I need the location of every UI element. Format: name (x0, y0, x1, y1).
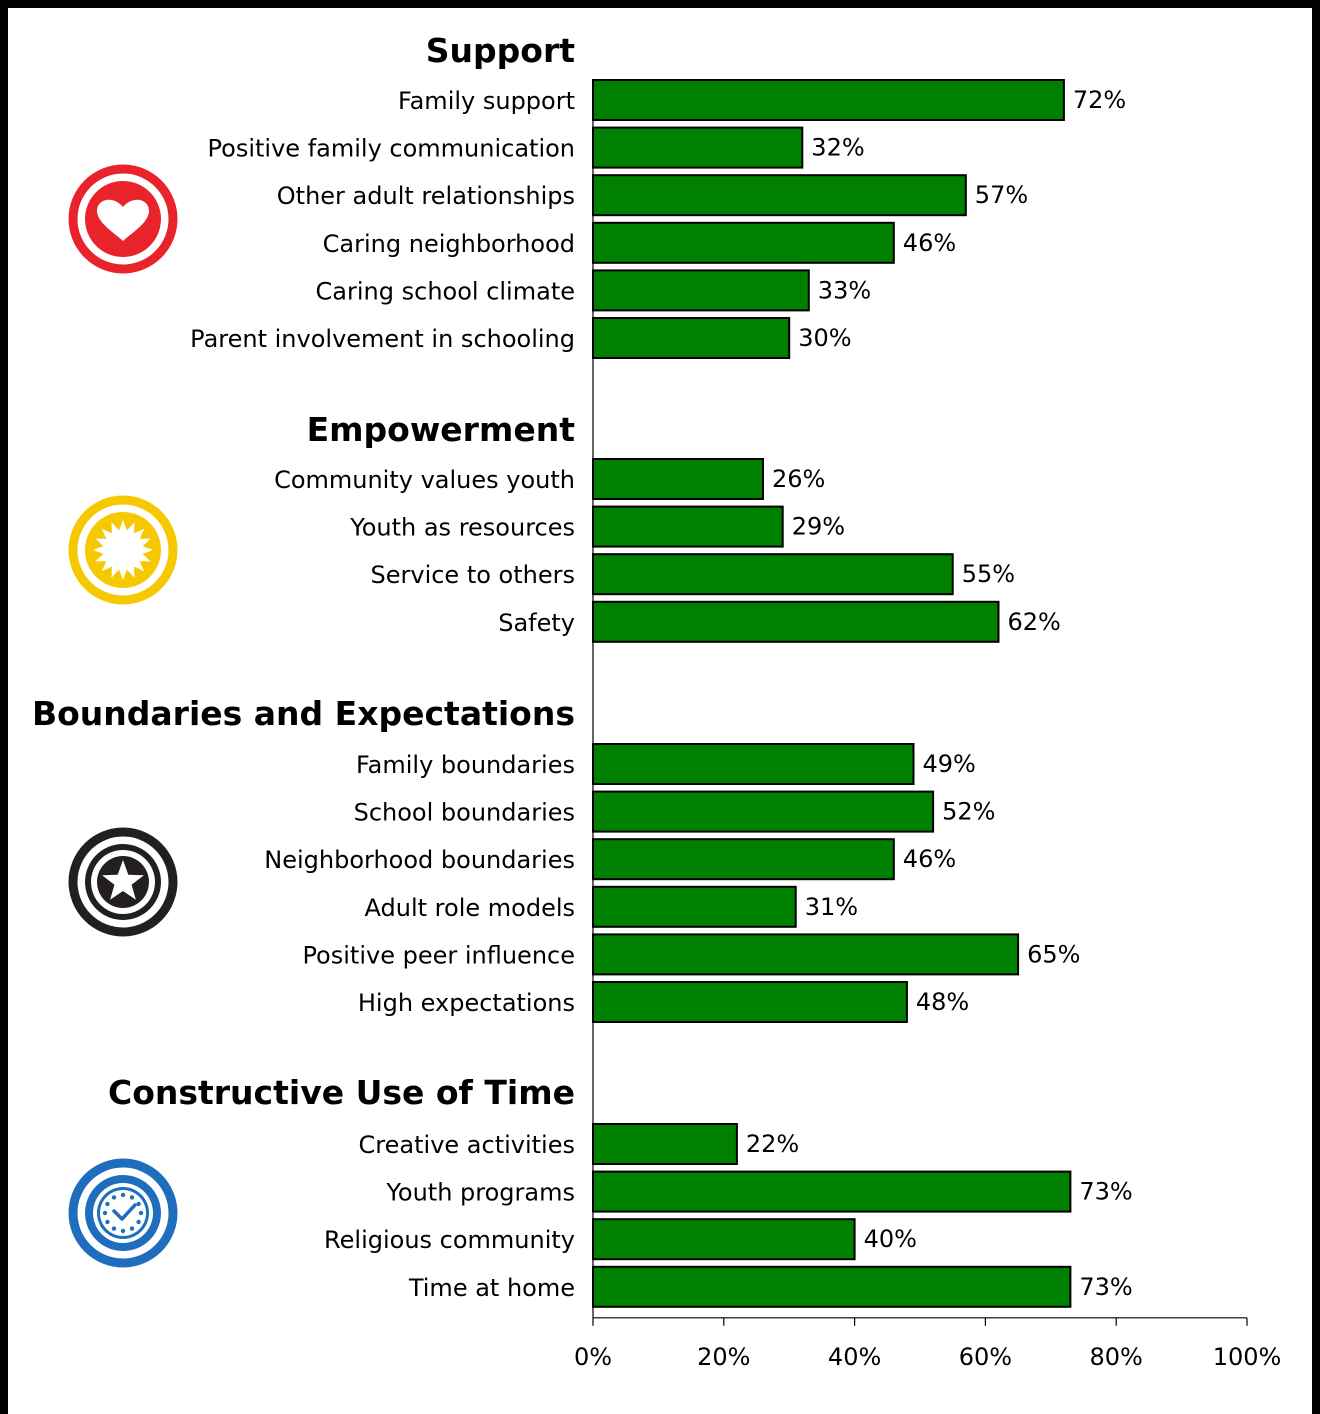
category-label: Service to others (371, 561, 576, 589)
category-label: Time at home (408, 1274, 575, 1302)
value-label: 46% (903, 845, 956, 873)
bar (592, 743, 915, 785)
category-label: Neighborhood boundaries (264, 846, 575, 874)
value-label: 32% (811, 134, 864, 162)
x-tick-label: 40% (828, 1343, 881, 1371)
value-label: 33% (818, 276, 871, 304)
x-tick-label: 20% (697, 1343, 750, 1371)
bar (592, 553, 954, 596)
value-label: 29% (792, 513, 845, 541)
value-label: 30% (798, 324, 851, 352)
section-title: Support (426, 31, 575, 70)
value-label: 31% (805, 893, 858, 921)
bar (592, 1265, 1072, 1308)
bar (592, 1170, 1072, 1213)
bar (592, 174, 967, 217)
value-label: 73% (1079, 1273, 1132, 1301)
bar (592, 79, 1065, 121)
category-label: Youth as resources (349, 514, 575, 542)
section-title: Constructive Use of Time (108, 1073, 575, 1112)
category-label: Family boundaries (356, 751, 575, 779)
value-label: 40% (864, 1225, 917, 1253)
bar (592, 600, 1000, 643)
value-label: 22% (746, 1130, 799, 1158)
bar (592, 317, 791, 359)
value-label: 46% (903, 229, 956, 257)
bar (592, 1218, 856, 1261)
clock-icon (68, 1158, 178, 1268)
bar (592, 269, 810, 312)
category-label: Youth programs (385, 1179, 575, 1207)
category-label: Positive peer influence (302, 941, 575, 969)
heart-icon (68, 164, 178, 274)
section-title: Boundaries and Expectations (32, 694, 575, 733)
value-label: 72% (1073, 86, 1126, 114)
bar (592, 1123, 738, 1165)
category-label: Safety (498, 609, 575, 637)
section-title: Empowerment (307, 410, 576, 449)
value-label: 57% (975, 181, 1028, 209)
bar (592, 981, 908, 1023)
sun-icon (68, 495, 178, 605)
category-label: Caring school climate (316, 277, 575, 305)
bar (592, 790, 935, 833)
bar (592, 458, 764, 500)
x-tick-label: 60% (959, 1343, 1012, 1371)
x-tick-label: 0% (574, 1343, 612, 1371)
star-icon (68, 827, 178, 937)
category-label: Adult role models (365, 894, 575, 922)
value-label: 49% (923, 750, 976, 778)
bar (592, 126, 804, 169)
category-label: Family support (398, 87, 575, 115)
bar (592, 505, 784, 548)
category-label: High expectations (358, 989, 575, 1017)
value-label: 62% (1008, 608, 1061, 636)
bar (592, 221, 895, 264)
category-label: Positive family communication (208, 135, 575, 163)
value-label: 52% (942, 798, 995, 826)
bar (592, 838, 895, 881)
value-label: 55% (962, 560, 1015, 588)
category-label: Caring neighborhood (323, 230, 575, 258)
value-label: 73% (1079, 1178, 1132, 1206)
category-label: School boundaries (354, 799, 575, 827)
category-label: Creative activities (359, 1131, 575, 1159)
bar (592, 933, 1020, 976)
category-label: Community values youth (274, 466, 575, 494)
value-label: 26% (772, 465, 825, 493)
x-tick-label: 100% (1213, 1343, 1282, 1371)
value-label: 65% (1027, 940, 1080, 968)
category-label: Parent involvement in schooling (190, 325, 575, 353)
value-label: 48% (916, 988, 969, 1016)
bar (592, 885, 797, 928)
category-label: Religious community (324, 1226, 575, 1254)
category-label: Other adult relationships (277, 182, 575, 210)
x-tick-label: 80% (1090, 1343, 1143, 1371)
